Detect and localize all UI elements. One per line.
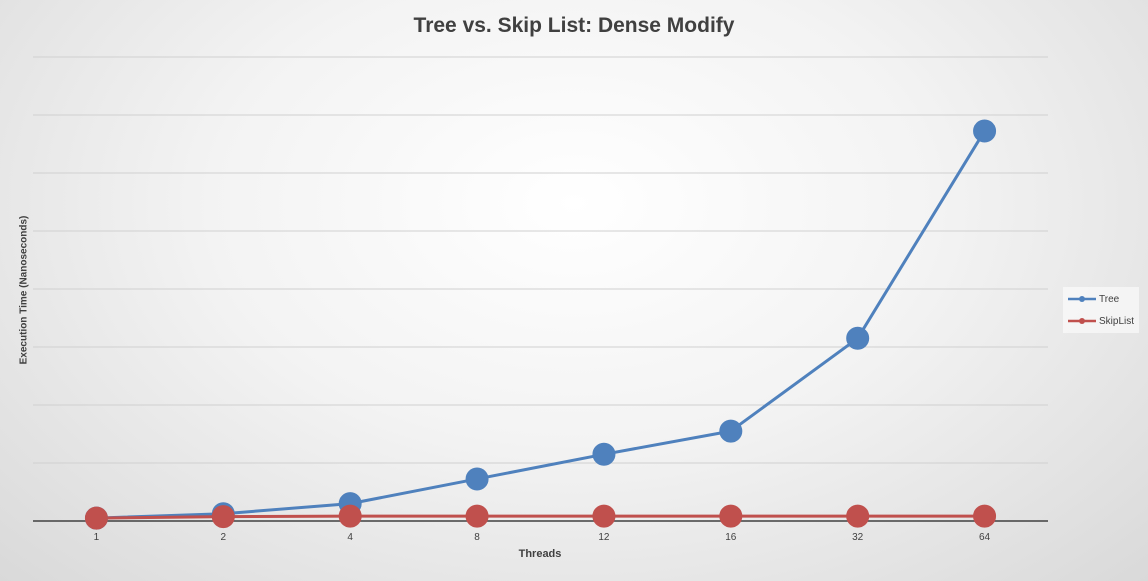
data-point-tree: [592, 442, 616, 466]
chart-title: Tree vs. Skip List: Dense Modify: [413, 14, 735, 37]
data-point-skiplist: [719, 504, 743, 528]
data-point-skiplist: [211, 505, 235, 529]
x-tick-label: 16: [725, 532, 737, 543]
legend-marker-skiplist: [1068, 318, 1096, 324]
legend-item-skiplist: SkipList: [1067, 313, 1134, 329]
series-line-tree: [96, 130, 986, 520]
x-tick-label: 8: [474, 532, 480, 543]
data-point-skiplist: [338, 504, 362, 528]
legend-marker-tree: [1068, 296, 1096, 302]
x-tick-label: 64: [979, 532, 991, 543]
legend: Tree SkipList: [1063, 287, 1139, 333]
x-tick-label: 4: [347, 532, 353, 543]
x-tick-label: 2: [221, 532, 227, 543]
x-tick-label: 12: [598, 532, 610, 543]
legend-item-tree: Tree: [1067, 291, 1119, 307]
data-point-skiplist: [465, 504, 489, 528]
data-point-skiplist: [973, 504, 997, 528]
data-point-skiplist: [846, 504, 870, 528]
series-line-skiplist: [96, 514, 985, 520]
legend-label-skiplist: SkipList: [1099, 315, 1135, 327]
data-point-skiplist: [592, 504, 616, 528]
data-point-tree: [973, 119, 997, 143]
data-point-skiplist: [84, 506, 108, 530]
data-point-tree: [719, 419, 743, 443]
data-point-tree: [465, 467, 489, 491]
legend-label-tree: Tree: [1099, 293, 1120, 305]
x-tick-label: 1: [94, 532, 100, 543]
x-tick-label: 32: [852, 532, 864, 543]
x-axis-label: Threads: [518, 548, 562, 560]
data-point-tree: [846, 326, 870, 350]
